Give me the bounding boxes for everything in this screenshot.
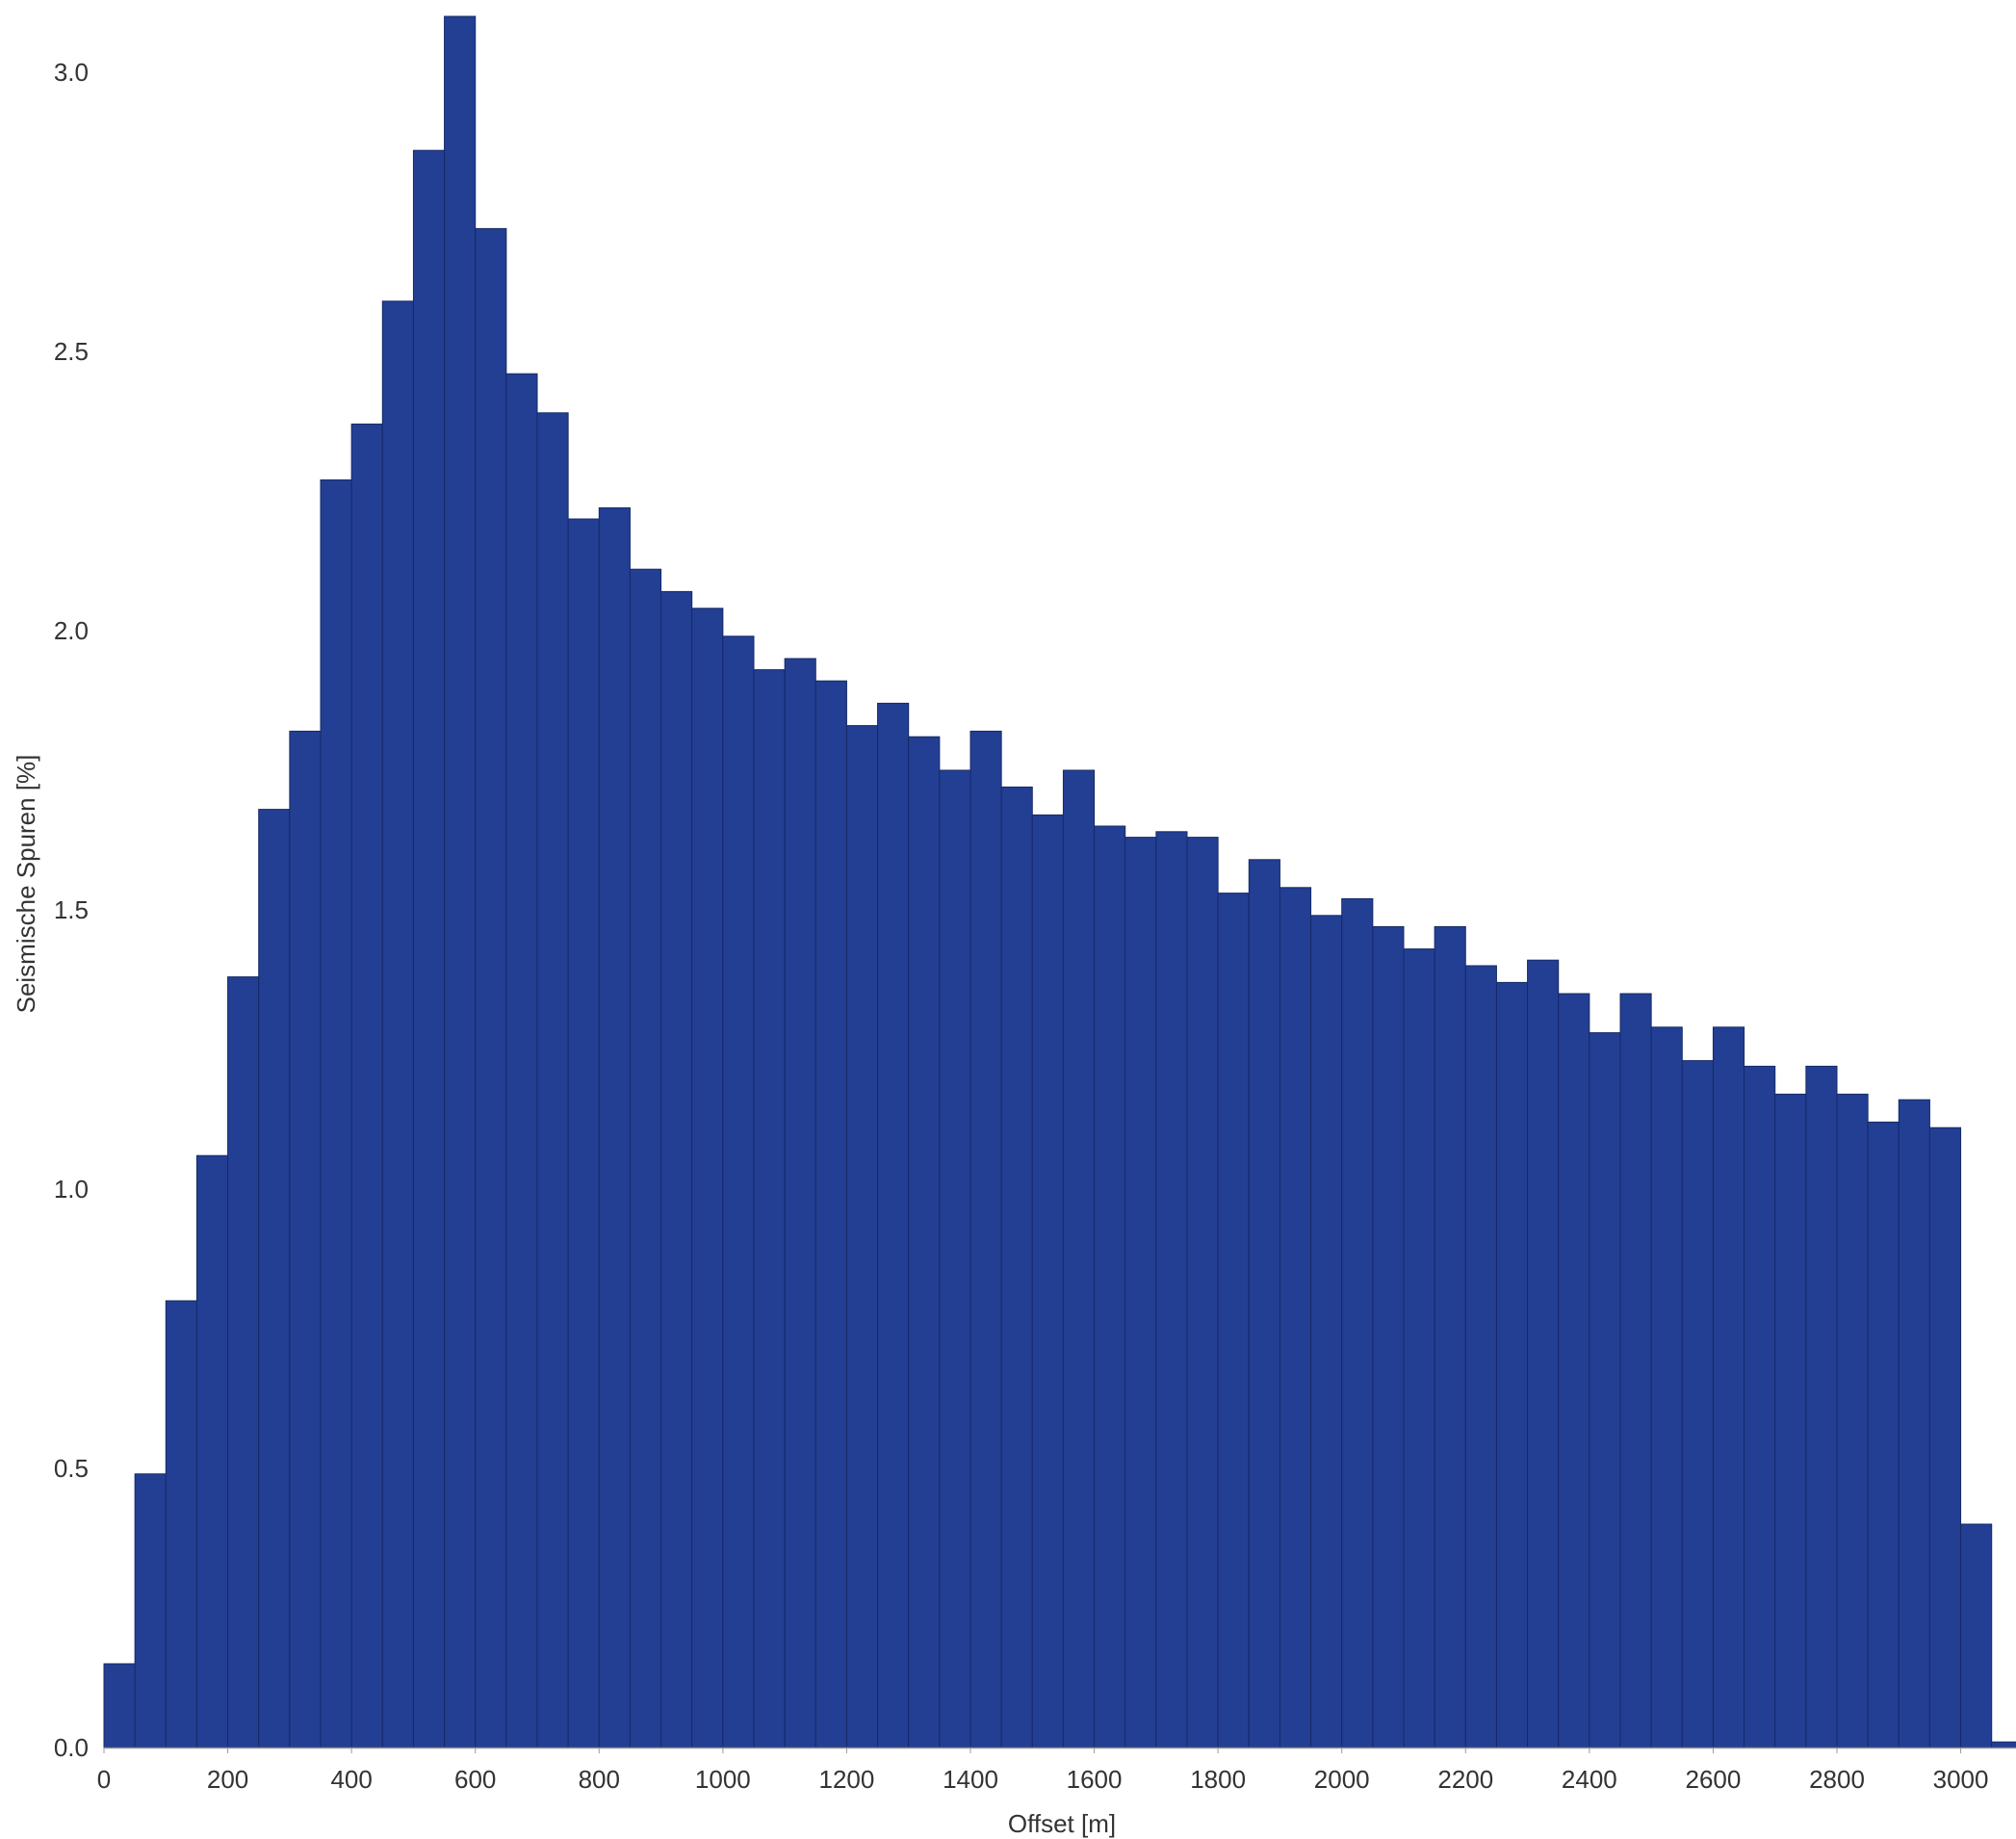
y-tick-label: 0.0 [54, 1733, 89, 1762]
histogram-bar [846, 726, 877, 1748]
histogram-bar [1218, 894, 1249, 1748]
y-axis-title: Seismische Spuren [%] [12, 755, 40, 1014]
histogram-bar [135, 1474, 166, 1748]
histogram-bar [166, 1301, 196, 1748]
histogram-bar [1187, 838, 1218, 1748]
y-tick-label: 1.0 [54, 1175, 89, 1204]
x-tick-labels: 0 200 400 600 800 1000 1200 1400 1600 1800 2000 220… [97, 1748, 1989, 1794]
x-tick-label: 200 [207, 1765, 248, 1794]
x-tick-label: 2200 [1437, 1765, 1493, 1794]
histogram-bar [1404, 949, 1434, 1748]
histogram-bar [1496, 982, 1527, 1748]
x-tick-label: 2000 [1314, 1765, 1370, 1794]
x-tick-label: 3000 [1933, 1765, 1989, 1794]
histogram-bar [754, 670, 785, 1748]
x-tick-label: 1200 [819, 1765, 875, 1794]
x-tick-label: 0 [97, 1765, 111, 1794]
histogram-bar [1528, 960, 1559, 1748]
x-tick-label: 600 [454, 1765, 496, 1794]
histogram-bar [1806, 1066, 1837, 1748]
x-tick-label: 2600 [1686, 1765, 1742, 1794]
x-tick-label: 1600 [1067, 1765, 1123, 1794]
y-tick-label: 0.5 [54, 1454, 89, 1483]
histogram-bar [259, 810, 290, 1748]
histogram-bar [1311, 916, 1342, 1748]
histogram-bar [568, 519, 599, 1748]
histogram-bar [506, 374, 537, 1748]
histogram-bar [1929, 1127, 1960, 1748]
histogram-bar [196, 1155, 227, 1748]
histogram-bar [1868, 1122, 1899, 1748]
histogram-bar [661, 591, 692, 1748]
histogram-bar [1465, 966, 1496, 1748]
histogram-bar [1249, 860, 1279, 1748]
histogram-bar [1745, 1066, 1775, 1748]
histogram-bar [1032, 815, 1063, 1748]
histogram-bar [1775, 1094, 1806, 1748]
histogram-bar [290, 731, 321, 1748]
histogram-bar [1095, 826, 1125, 1748]
histogram-bar [1620, 994, 1651, 1748]
histogram-bar [599, 507, 630, 1748]
histogram-bar [909, 737, 940, 1748]
histogram-bar [1992, 1742, 2016, 1748]
histogram-bar [1713, 1027, 1744, 1748]
y-tick-label: 1.5 [54, 895, 89, 924]
x-tick-label: 2400 [1562, 1765, 1617, 1794]
histogram-bar [321, 479, 351, 1748]
histogram-bar [413, 150, 444, 1748]
histogram-bar [815, 681, 846, 1748]
histogram-bar [1373, 926, 1404, 1748]
x-tick-label: 400 [330, 1765, 372, 1794]
histogram-bar [1590, 1033, 1620, 1748]
histogram-bar [970, 731, 1001, 1748]
histogram-bar [1837, 1094, 1868, 1748]
x-tick-label: 2800 [1809, 1765, 1865, 1794]
histogram-bar [1899, 1100, 1929, 1748]
x-tick-label: 1000 [695, 1765, 751, 1794]
histogram-bars [104, 16, 2016, 1748]
histogram-bar [1156, 832, 1187, 1748]
y-tick-label: 2.0 [54, 616, 89, 645]
histogram-bar [1559, 994, 1590, 1748]
histogram-bar [1651, 1027, 1682, 1748]
histogram-bar [1063, 770, 1094, 1748]
histogram-bar [1434, 926, 1465, 1748]
histogram-bar [351, 424, 382, 1748]
histogram-bar [1001, 787, 1032, 1748]
y-tick-label: 2.5 [54, 337, 89, 366]
histogram-bar [1279, 888, 1310, 1748]
y-tick-label: 3.0 [54, 58, 89, 87]
histogram-bar [228, 977, 259, 1748]
histogram-bar [476, 228, 506, 1748]
histogram-bar [1125, 838, 1156, 1748]
histogram-bar [1961, 1524, 1992, 1748]
histogram-bar [1682, 1061, 1713, 1748]
histogram-bar [104, 1664, 135, 1748]
x-tick-label: 1800 [1190, 1765, 1246, 1794]
histogram-bar [692, 609, 723, 1748]
histogram-bar [940, 770, 970, 1748]
histogram-bar [723, 636, 754, 1748]
histogram-bar [630, 569, 660, 1748]
histogram-bar [382, 301, 413, 1748]
histogram-bar [537, 413, 568, 1748]
histogram-bar [445, 16, 476, 1748]
y-tick-labels: 0.0 0.5 1.0 1.5 2.0 2.5 3.0 [54, 58, 89, 1762]
histogram-bar [878, 703, 909, 1748]
x-tick-label: 800 [579, 1765, 620, 1794]
histogram-bar [1342, 898, 1373, 1748]
histogram-bar [785, 659, 815, 1748]
x-tick-label: 1400 [943, 1765, 998, 1794]
x-axis-title: Offset [m] [1008, 1809, 1116, 1838]
